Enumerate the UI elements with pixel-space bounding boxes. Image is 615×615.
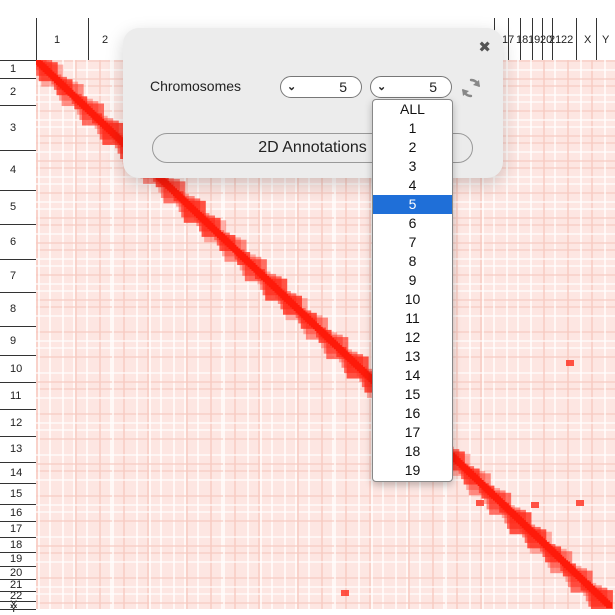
axis-label-left: 2	[10, 86, 17, 98]
axis-tick	[0, 150, 36, 151]
close-icon[interactable]: ✖	[478, 39, 491, 56]
axis-tick	[0, 609, 36, 610]
axis-tick	[0, 537, 36, 538]
axis-tick	[0, 579, 36, 580]
axis-label-left: 12	[10, 417, 23, 429]
axis-tick	[0, 601, 36, 602]
axis-label-left: 14	[10, 467, 23, 479]
axis-tick	[0, 224, 36, 225]
dropdown-option[interactable]: 4	[408, 177, 417, 193]
axis-label-left: 1	[10, 63, 17, 75]
dropdown-option[interactable]: 16	[404, 405, 421, 421]
axis-tick	[596, 18, 597, 60]
dropdown-option[interactable]: 10	[404, 291, 421, 307]
axis-tick	[0, 462, 36, 463]
chromosome-dropdown[interactable]: ALL 1 2 3 4 5 6 7 8 9 10 11 12 13 14 15 16 17 18 19	[372, 99, 453, 482]
axis-tick	[88, 18, 89, 60]
dropdown-option[interactable]: 2	[408, 139, 417, 155]
axis-tick	[0, 292, 36, 293]
dropdown-option[interactable]: 9	[408, 272, 417, 288]
axis-tick	[0, 552, 36, 553]
axis-label-left: 7	[10, 270, 17, 282]
axis-tick	[0, 382, 36, 383]
chevron-down-icon: ⌄	[287, 81, 297, 93]
axis-label-left: 22	[10, 590, 23, 602]
axis-label-left: 19	[10, 553, 23, 565]
dropdown-option[interactable]: 12	[404, 329, 421, 345]
axis-tick	[0, 591, 36, 592]
dropdown-option[interactable]: 7	[408, 234, 417, 250]
axis-tick	[0, 521, 36, 522]
axis-tick	[0, 504, 36, 505]
axis-tick	[0, 190, 36, 191]
dropdown-option[interactable]: 8	[408, 253, 417, 269]
dropdown-option[interactable]: 18	[404, 443, 421, 459]
axis-label-left: 20	[10, 567, 23, 579]
dropdown-option[interactable]: 17	[404, 424, 421, 440]
left-axis: 12345678910111213141516171819202122XY	[0, 60, 36, 615]
axis-tick	[0, 259, 36, 260]
axis-tick	[0, 78, 36, 79]
dropdown-option[interactable]: 15	[404, 386, 421, 402]
axis-tick	[0, 409, 36, 410]
axis-label-left: 11	[10, 390, 22, 402]
axis-label-top: 22	[561, 34, 574, 46]
axis-label-top: 19	[528, 34, 541, 46]
dropdown-option[interactable]: 19	[404, 462, 421, 478]
axis-tick	[0, 566, 36, 567]
axis-label-top: 2	[102, 34, 109, 46]
axis-tick	[0, 105, 36, 106]
dropdown-option[interactable]: 11	[405, 310, 420, 326]
axis-label-top: Y	[602, 34, 610, 46]
axis-label-left: 16	[10, 507, 23, 519]
axis-tick	[0, 355, 36, 356]
axis-label-top: 18	[516, 34, 529, 46]
axis-label-left: 6	[10, 236, 17, 248]
dropdown-option[interactable]: ALL	[400, 101, 425, 117]
axis-label-left: 4	[10, 164, 17, 176]
refresh-icon[interactable]	[459, 76, 483, 100]
axis-tick	[36, 18, 37, 60]
axis-label-top: X	[584, 34, 592, 46]
dropdown-option[interactable]: 5	[373, 195, 452, 214]
axis-label-top: 1	[54, 34, 61, 46]
dropdown-option[interactable]: 13	[404, 348, 421, 364]
axis-label-left: 18	[10, 539, 23, 551]
axis-label-top: 20	[540, 34, 553, 46]
axis-label-left: 9	[10, 335, 17, 347]
axis-label-top: 21	[549, 34, 562, 46]
axis-tick	[542, 18, 543, 60]
axis-label-left: 15	[10, 488, 23, 500]
axis-tick	[520, 18, 521, 60]
chromosome-select-b[interactable]: ⌄ 5	[370, 76, 452, 98]
axis-tick	[552, 18, 553, 60]
chevron-down-icon: ⌄	[377, 81, 387, 93]
axis-tick	[0, 326, 36, 327]
axis-tick	[576, 18, 577, 60]
axis-tick	[0, 436, 36, 437]
axis-label-left: 8	[10, 303, 17, 315]
dropdown-option[interactable]: 14	[404, 367, 421, 383]
dropdown-option[interactable]: 6	[408, 215, 417, 231]
axis-label-left: 3	[10, 122, 17, 134]
axis-label-left: 5	[10, 201, 17, 213]
axis-label-left: 21	[10, 579, 23, 591]
axis-tick	[0, 60, 36, 61]
axis-label-left: X	[10, 599, 18, 611]
dropdown-option[interactable]: 1	[408, 120, 417, 136]
axis-tick	[508, 18, 509, 60]
axis-label-left: 13	[10, 443, 23, 455]
axis-label-left: 10	[10, 363, 23, 375]
chromosome-select-a[interactable]: ⌄ 5	[280, 76, 362, 98]
axis-tick	[0, 483, 36, 484]
chromosomes-label: Chromosomes	[150, 78, 242, 94]
axis-tick	[532, 18, 533, 60]
axis-label-left: 17	[10, 523, 23, 535]
dropdown-option[interactable]: 3	[408, 158, 417, 174]
